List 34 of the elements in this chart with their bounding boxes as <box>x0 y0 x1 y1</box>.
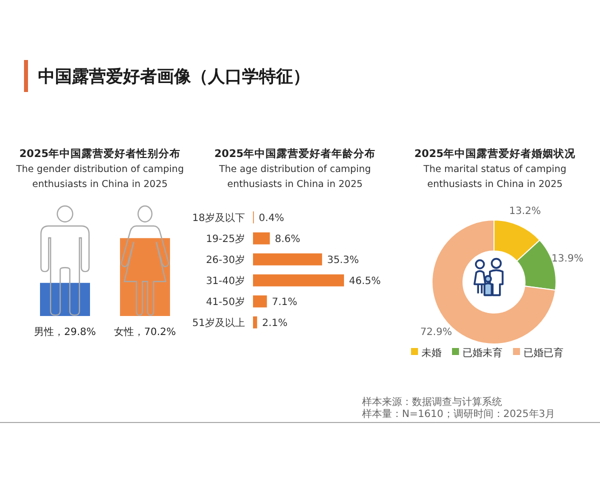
chart-subtitle: The marital status of camping enthusiasts in China in 2025 <box>424 164 566 190</box>
data-label: 7.1% <box>272 296 298 308</box>
chart-title: 2025年中国露营爱好者婚姻状况 <box>414 148 576 160</box>
y-tick-label: 51岁及以上 <box>192 317 245 330</box>
bar <box>253 232 270 244</box>
y-tick-label: 41-50岁 <box>206 296 245 308</box>
chart-title: 2025年中国露营爱好者性别分布 <box>19 148 181 160</box>
data-label: 8.6% <box>274 234 300 245</box>
legend-label: 已婚未育 <box>462 348 502 359</box>
text: 中国露营爱好者画像（人口学特征） <box>38 66 310 86</box>
bar <box>253 295 267 308</box>
bar <box>253 316 258 328</box>
data-label: 0.4% <box>258 212 284 224</box>
y-tick-label: 18岁及以下 <box>192 212 245 224</box>
data-label: 72.9% <box>420 327 452 338</box>
text: 样本来源：数据调查与计算系统 <box>362 397 502 408</box>
data-label: 13.9% <box>552 253 584 264</box>
text: 样本量：N=1610；调研时间：2025年3月 <box>362 409 556 420</box>
y-tick-label: 19-25岁 <box>206 233 245 246</box>
data-label: 46.5% <box>349 276 381 287</box>
data-label: 35.3% <box>327 254 359 266</box>
y-tick-label: 31-40岁 <box>206 275 245 288</box>
chart-subtitle: The age distribution of camping enthusiasts in China in 2025 <box>219 164 371 190</box>
bar <box>253 253 322 266</box>
y-tick-label: 26-30岁 <box>206 254 245 266</box>
data-label: 男性，29.8% <box>34 326 96 338</box>
bar <box>253 274 344 286</box>
legend-label: 已婚已育 <box>524 348 564 359</box>
data-label: 2.1% <box>262 318 288 329</box>
data-label: 女性，70.2% <box>114 326 176 338</box>
chart-subtitle: The gender distribution of camping enthusiasts in China in 2025 <box>16 164 184 190</box>
data-label: 13.2% <box>509 206 541 218</box>
legend-label: 未婚 <box>422 348 442 359</box>
chart-title: 2025年中国露营爱好者年龄分布 <box>214 148 376 160</box>
